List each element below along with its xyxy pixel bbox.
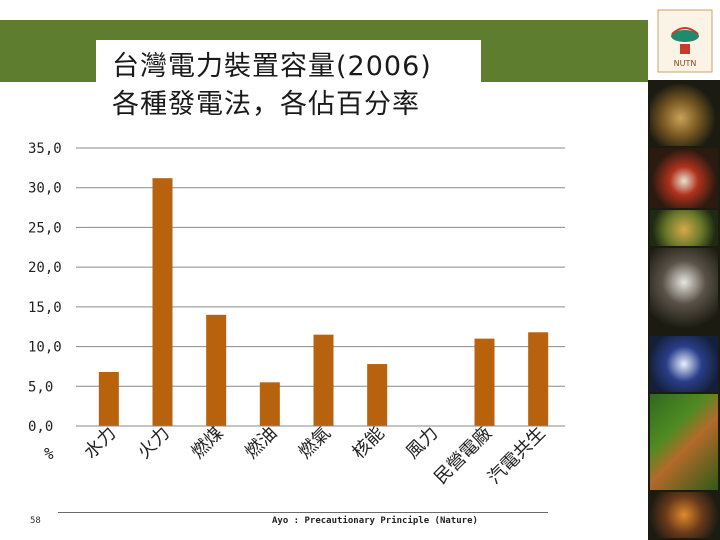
logo-text: NUTN — [674, 59, 697, 68]
slide-title: 台灣電力裝置容量(2006) — [112, 51, 432, 82]
page-number: 58 — [30, 516, 41, 526]
bar-chart: 0,0 5,0 10,0 15,0 20,0 25,0 30,0 35,0 水力 火力 燃煤 燃油燃… — [28, 141, 565, 489]
footer-note: Ayo : Precautionary Principle (Nature) — [272, 516, 478, 526]
x-tick-label: 燃煤 — [187, 423, 227, 463]
x-tick-label: 民營電廠 — [430, 422, 496, 488]
slide-subtitle: 各種發電法，各佔百分率 — [112, 89, 420, 120]
x-tick-label: 水力 — [80, 423, 120, 463]
y-tick-label: 30,0 — [28, 181, 62, 197]
x-tick-label: 火力 — [134, 423, 174, 463]
y-tick-label: 10,0 — [28, 340, 62, 356]
frog-photo — [650, 210, 718, 246]
y-tick-label: 0,0 — [28, 419, 53, 435]
x-tick-label: 核能 — [348, 423, 388, 463]
bar — [98, 371, 119, 426]
octopus-photo — [650, 336, 718, 392]
y-tick-label: 15,0 — [28, 300, 62, 316]
y-axis-label: % — [44, 444, 54, 463]
bar — [528, 332, 549, 426]
x-tick-label: 燃油 — [241, 423, 281, 463]
x-tick-label: 汽電共生 — [484, 423, 550, 489]
bar — [474, 338, 495, 426]
bar — [206, 314, 227, 426]
university-logo: NUTN — [650, 0, 720, 80]
frog-photo — [650, 148, 718, 208]
bar — [152, 178, 173, 426]
y-tick-label: 20,0 — [28, 260, 62, 276]
bar — [313, 334, 334, 426]
monkey-photo — [650, 248, 718, 334]
lizard-photo — [650, 394, 718, 490]
insect-photo — [650, 492, 718, 538]
footer-divider — [58, 512, 548, 513]
y-tick-label: 25,0 — [28, 220, 62, 236]
bar — [259, 382, 280, 426]
x-tick-label: 風力 — [402, 423, 442, 463]
title-box — [96, 40, 481, 122]
y-tick-label: 5,0 — [28, 379, 53, 395]
frog-photo — [650, 84, 718, 146]
y-tick-label: 35,0 — [28, 141, 62, 157]
bar — [367, 364, 388, 426]
x-tick-label: 燃氣 — [295, 423, 335, 463]
